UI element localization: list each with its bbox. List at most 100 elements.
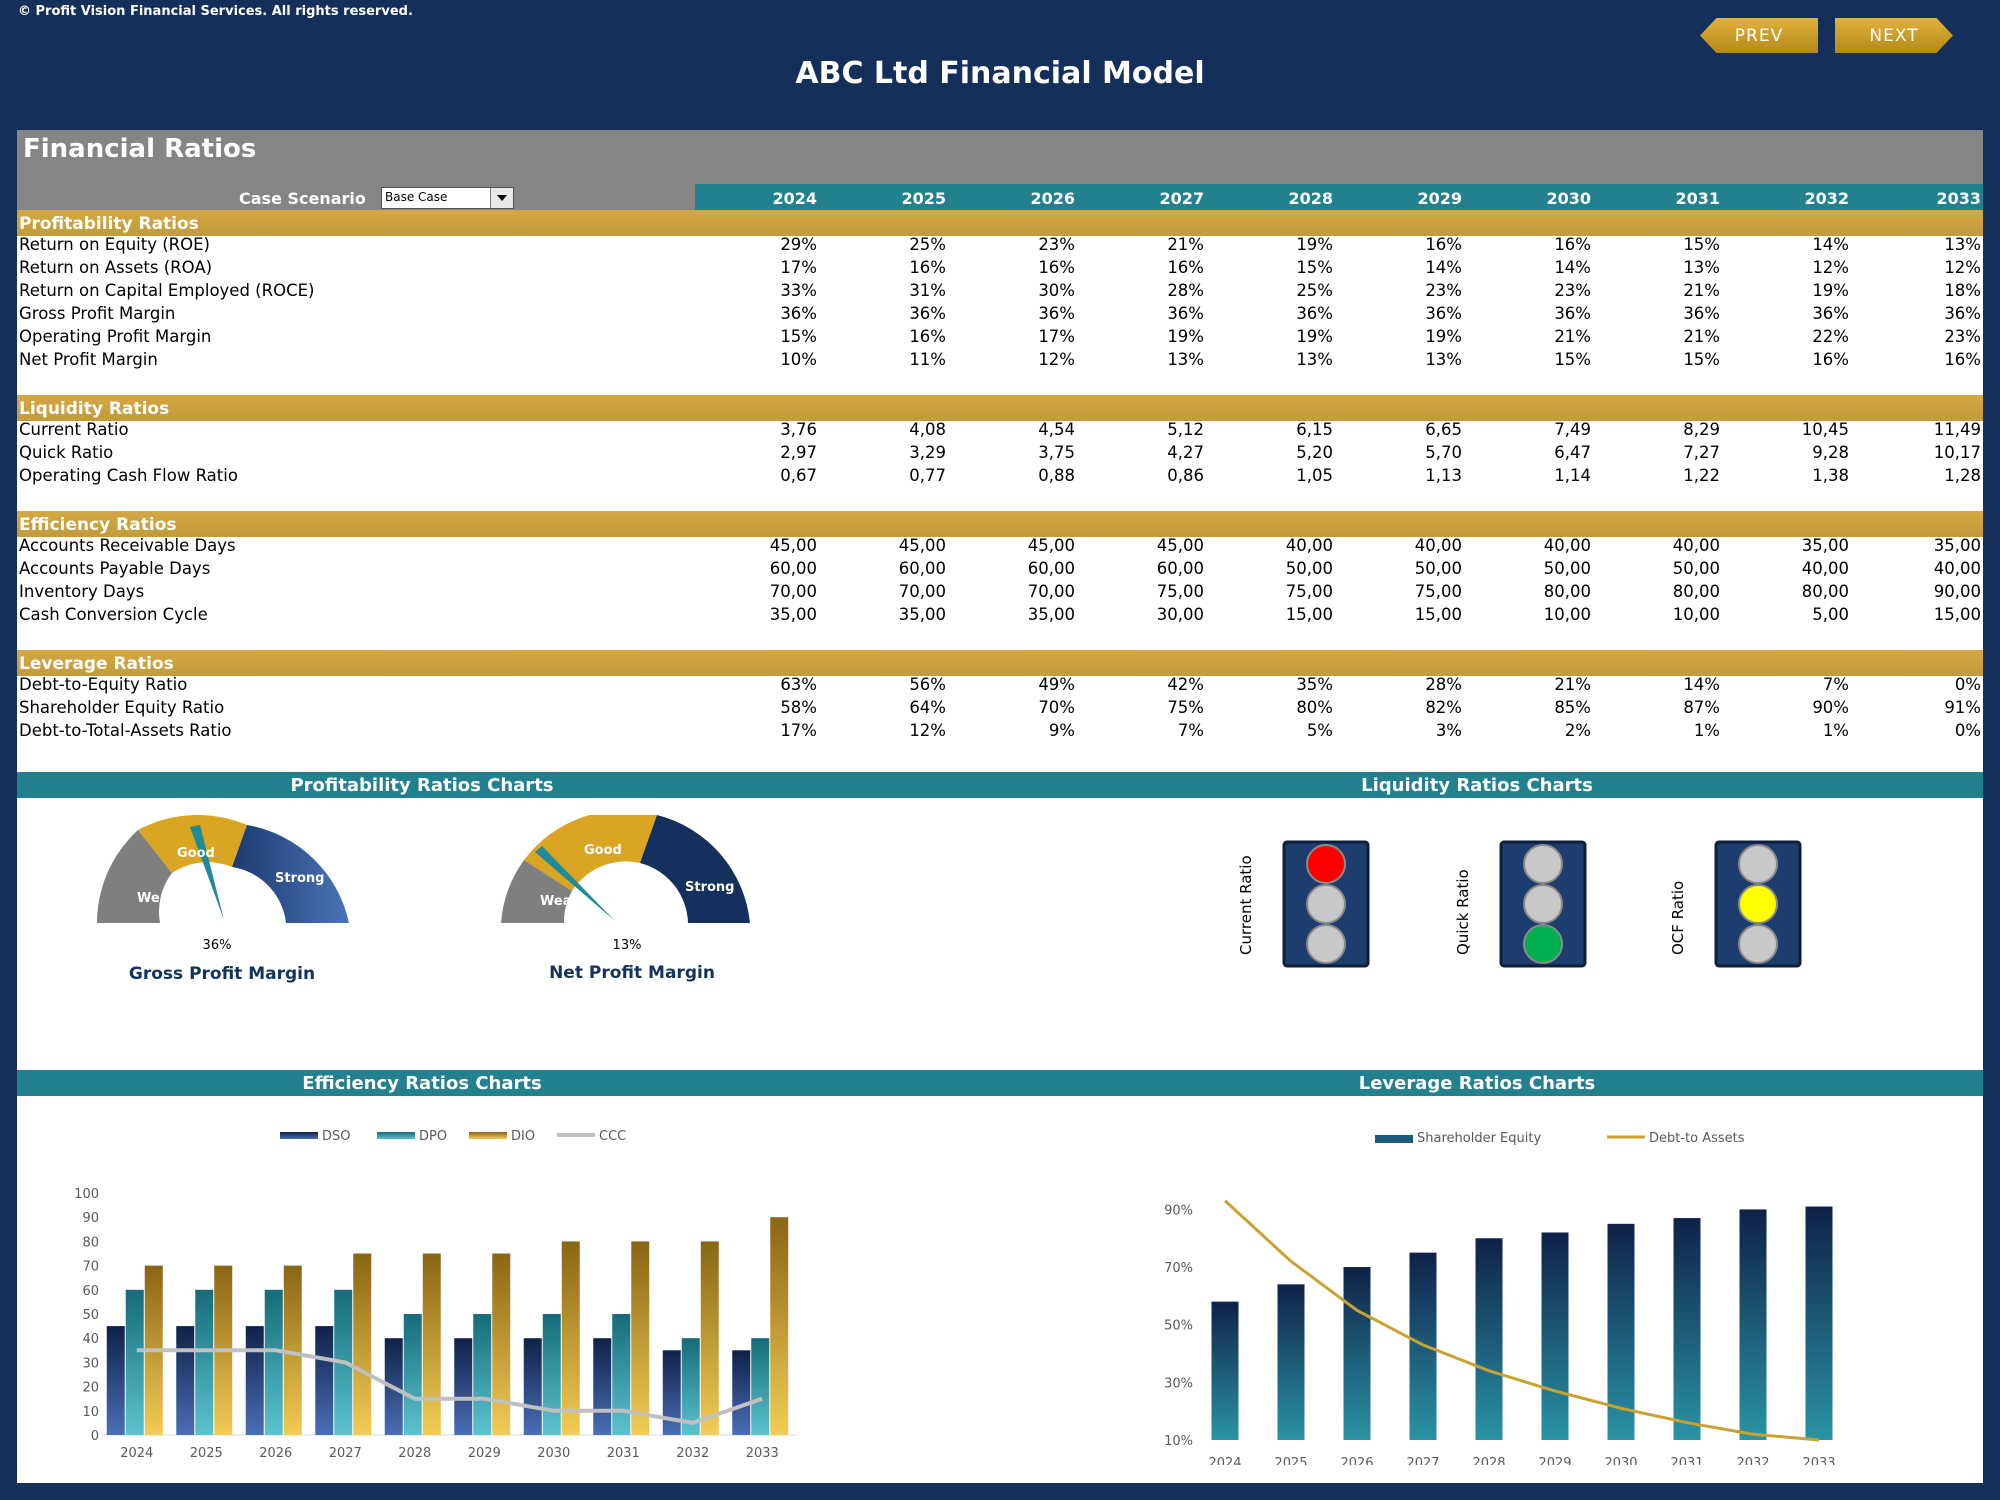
table-row: Accounts Receivable Days 45,00 45,00 45,00 4… — [17, 534, 1983, 557]
cell-value: 12% — [1812, 258, 1849, 277]
years-header: 2024 2025 2026 2027 2028 2029 2030 2031 2032 2033 — [695, 184, 1983, 210]
cell-value: 16% — [1425, 235, 1462, 254]
cell-value: 23% — [1425, 281, 1462, 300]
next-button[interactable]: NEXT — [1835, 18, 1953, 53]
y-tick-label: 90% — [1164, 1203, 1193, 1218]
row-label: Debt-to-Total-Assets Ratio — [19, 721, 232, 740]
cell-value: 10% — [780, 350, 817, 369]
cell-value: 17% — [780, 721, 817, 740]
cell-value: 70,00 — [898, 582, 946, 601]
traffic-light-lamp — [1738, 924, 1778, 964]
table-row: Quick Ratio 2,97 3,29 3,75 4,27 5,20 5,70 6,47 7… — [17, 441, 1983, 464]
cell-value: 16% — [1812, 350, 1849, 369]
cell-value: 6,65 — [1425, 420, 1462, 439]
legend-swatch — [1375, 1135, 1413, 1143]
bar-shareholder-equity — [1607, 1223, 1635, 1440]
gauge-zone-weak: Weak — [137, 891, 177, 906]
cell-value: 36% — [1167, 304, 1204, 323]
cell-value: 1,05 — [1296, 466, 1333, 485]
cell-value: 0,77 — [909, 466, 946, 485]
x-tick-label: 2032 — [676, 1446, 709, 1461]
bar-dpo — [125, 1289, 144, 1435]
liquidity-charts-title: Liquidity Ratios Charts — [1361, 775, 1593, 796]
bar-dio — [422, 1253, 441, 1435]
cell-value: 5,12 — [1167, 420, 1204, 439]
cell-value: 25% — [1296, 281, 1333, 300]
legend-label: DIO — [511, 1129, 535, 1144]
category-band: Liquidity Ratios — [17, 395, 1983, 421]
x-tick-label: 2033 — [1802, 1456, 1835, 1465]
row-label: Operating Profit Margin — [19, 327, 212, 346]
cell-value: 2% — [1564, 721, 1591, 740]
cell-value: 22% — [1812, 327, 1849, 346]
cell-value: 60,00 — [769, 559, 817, 578]
cell-value: 13% — [1425, 350, 1462, 369]
x-tick-label: 2027 — [329, 1446, 362, 1461]
bar-dpo — [195, 1289, 214, 1435]
bar-shareholder-equity — [1805, 1206, 1833, 1440]
cell-value: 12% — [1038, 350, 1075, 369]
cell-value: 15% — [1683, 235, 1720, 254]
traffic-light-icon — [1714, 840, 1802, 968]
cell-value: 16% — [1944, 350, 1981, 369]
cell-value: 1,13 — [1425, 466, 1462, 485]
cell-value: 21% — [1683, 281, 1720, 300]
cell-value: 13% — [1167, 350, 1204, 369]
cell-value: 3,75 — [1038, 443, 1075, 462]
cell-value: 49% — [1038, 675, 1075, 694]
prev-button[interactable]: PREV — [1700, 18, 1818, 53]
cell-value: 17% — [1038, 327, 1075, 346]
bar-dso — [245, 1326, 264, 1435]
cell-value: 1% — [1822, 721, 1849, 740]
y-tick-label: 30 — [82, 1356, 99, 1371]
cell-value: 16% — [909, 327, 946, 346]
cell-value: 35,00 — [898, 605, 946, 624]
table-row: Net Profit Margin 10% 11% 12% 13% 13% 13% 15% 15… — [17, 348, 1983, 371]
cell-value: 40,00 — [1543, 536, 1591, 555]
cell-value: 64% — [909, 698, 946, 717]
year-header: 2026 — [1030, 189, 1075, 208]
row-label: Accounts Receivable Days — [19, 536, 236, 555]
cell-value: 14% — [1812, 235, 1849, 254]
cell-value: 9,28 — [1812, 443, 1849, 462]
cell-value: 60,00 — [898, 559, 946, 578]
bar-dio — [492, 1253, 511, 1435]
bar-dio — [353, 1253, 372, 1435]
x-tick-label: 2024 — [120, 1446, 153, 1461]
cell-value: 87% — [1683, 698, 1720, 717]
cell-value: 75% — [1167, 698, 1204, 717]
year-header: 2033 — [1936, 189, 1981, 208]
row-label: Return on Capital Employed (ROCE) — [19, 281, 315, 300]
table-row: Return on Equity (ROE) 29% 25% 23% 21% 19% 16%… — [17, 233, 1983, 256]
cell-value: 9% — [1048, 721, 1075, 740]
chart-band-bottom: Efficiency Ratios Charts Leverage Ratios… — [17, 1070, 1983, 1096]
bar-shareholder-equity — [1739, 1209, 1767, 1440]
cell-value: 17% — [780, 258, 817, 277]
cell-value: 29% — [780, 235, 817, 254]
cell-value: 1% — [1693, 721, 1720, 740]
cell-value: 11,49 — [1933, 420, 1981, 439]
scenario-dropdown[interactable]: Base Case — [381, 187, 514, 209]
cell-value: 50,00 — [1672, 559, 1720, 578]
cell-value: 5% — [1306, 721, 1333, 740]
chevron-down-icon[interactable] — [490, 188, 513, 208]
cell-value: 1,28 — [1944, 466, 1981, 485]
traffic-light-lamp — [1738, 844, 1778, 884]
cell-value: 15,00 — [1933, 605, 1981, 624]
year-header: 2030 — [1546, 189, 1591, 208]
x-tick-label: 2030 — [1604, 1456, 1637, 1465]
row-label: Current Ratio — [19, 420, 129, 439]
bar-dio — [631, 1241, 650, 1435]
bar-dio — [283, 1265, 302, 1435]
bar-shareholder-equity — [1277, 1284, 1305, 1440]
copyright-notice: © Profit Vision Financial Services. All … — [18, 4, 413, 19]
cell-value: 3,29 — [909, 443, 946, 462]
cell-value: 80% — [1296, 698, 1333, 717]
cell-value: 23% — [1038, 235, 1075, 254]
legend-label: Shareholder Equity — [1417, 1131, 1541, 1146]
y-tick-label: 50% — [1164, 1319, 1193, 1334]
cell-value: 45,00 — [898, 536, 946, 555]
cell-value: 90% — [1812, 698, 1849, 717]
legend-swatch — [280, 1132, 318, 1139]
legend-label: DSO — [322, 1129, 351, 1144]
